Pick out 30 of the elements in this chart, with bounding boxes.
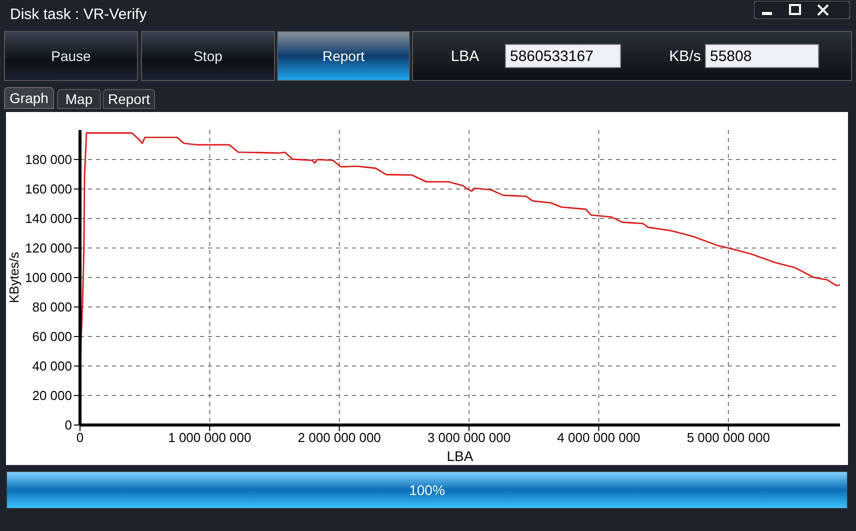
- y-tick-label: 140 000: [25, 211, 72, 226]
- x-axis-title: LBA: [446, 448, 474, 464]
- text: LBA: [450, 46, 480, 66]
- y-tick-label: 20 000: [32, 388, 72, 404]
- y-tick-label: 120 000: [25, 240, 72, 256]
- text: 55808: [705, 44, 819, 68]
- text: KB/s: [668, 46, 702, 66]
- chart-title: Disk task : VR-Verify: [10, 6, 147, 23]
- x-tick-label: 4 000 000 000: [557, 430, 640, 446]
- x-tick-label: 3 000 000 000: [427, 430, 511, 446]
- y-tick-label: 0: [64, 418, 72, 433]
- x-tick-label: 0: [76, 430, 84, 446]
- text: 100%: [6, 471, 848, 509]
- text: 5860533167: [505, 44, 621, 68]
- y-tick-label: 100 000: [25, 270, 72, 286]
- y-tick-label: 160 000: [25, 182, 72, 197]
- y-tick-label: 60 000: [32, 329, 72, 344]
- y-tick-label: 180 000: [25, 152, 72, 168]
- x-tick-label: 5 000 000 000: [686, 430, 770, 446]
- y-axis-title: KBytes/s: [6, 251, 22, 304]
- text: Map: [57, 89, 101, 109]
- y-tick-label: 40 000: [32, 358, 72, 374]
- text: Report: [277, 31, 410, 81]
- text: Graph: [4, 87, 54, 109]
- x-tick-label: 2 000 000 000: [298, 430, 381, 446]
- text: Stop: [141, 31, 275, 81]
- x-tick-label: 1 000 000 000: [168, 430, 252, 446]
- text: Pause: [4, 31, 138, 81]
- text: Report: [103, 89, 155, 109]
- y-tick-label: 80 000: [32, 300, 72, 315]
